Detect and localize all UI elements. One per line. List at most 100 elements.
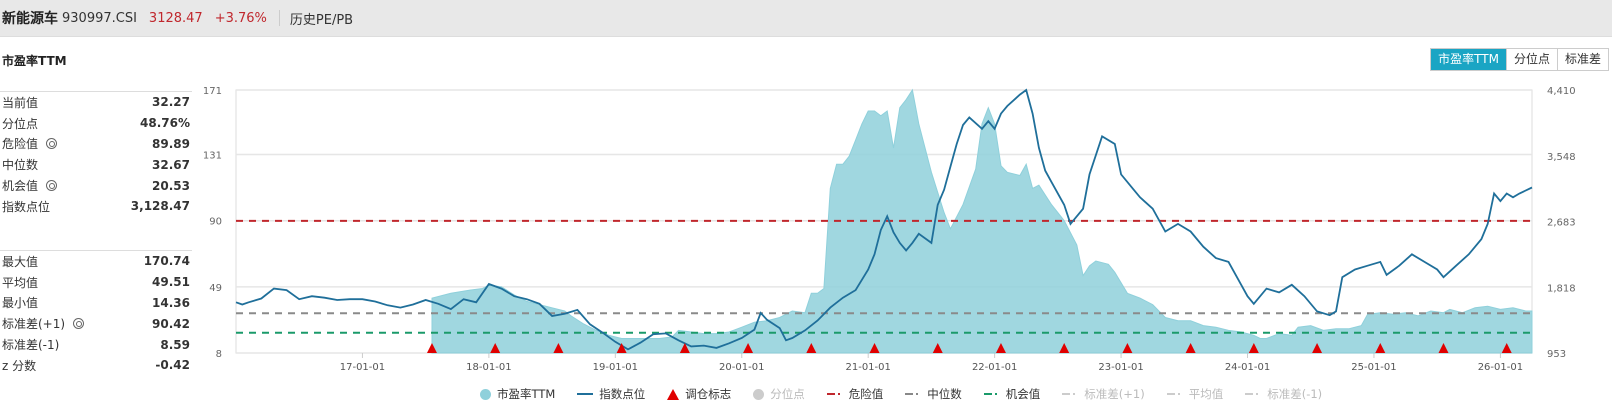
rebalance-marker[interactable] [1438,343,1449,353]
legend-label: 机会值 [1005,387,1041,401]
right-axis-tick: 953 [1547,349,1566,360]
index-price: 3128.47 [148,10,203,26]
gear-icon[interactable] [46,180,58,192]
tab-1[interactable]: 分位点 [1505,49,1557,70]
legend-item[interactable]: 危险值 [826,386,884,402]
legend-item[interactable]: 标准差(-1) [1245,386,1322,402]
legend-label: 分位点 [770,387,805,401]
left-axis-tick: 8 [216,349,222,360]
rebalance-marker[interactable] [995,343,1006,353]
rebalance-marker[interactable] [1375,343,1386,353]
legend-label: 平均值 [1188,387,1224,401]
legend-label: 标准差(-1) [1267,387,1323,401]
stat-row: 指数点位 3,128.47 [0,196,192,217]
stat-label: 中位数 [2,158,39,173]
stat-value: 89.89 [152,136,190,151]
stat-row: 最大值 170.74 [0,251,192,272]
stat-row: 中位数 32.67 [0,154,192,175]
legend-item[interactable]: 平均值 [1166,386,1224,402]
tab-2[interactable]: 标准差 [1556,49,1608,70]
stat-value: 170.74 [143,254,190,269]
stat-label: 指数点位 [2,199,51,214]
right-axis-tick: 1,818 [1547,283,1576,294]
x-axis-tick: 26-01-01 [1478,362,1523,373]
rebalance-marker[interactable] [616,343,627,353]
legend-item[interactable]: 调仓标志 [667,386,731,402]
divider [278,10,280,26]
stat-label: z 分数 [2,358,37,373]
legend-label: 调仓标志 [685,387,732,401]
top-bar: 新能源车 930997.CSI 3128.47 +3.76% 历史PE/PB [0,0,1612,37]
stat-value: 8.59 [160,337,190,352]
x-axis-tick: 20-01-01 [719,362,764,373]
stat-label: 机会值 [2,177,58,194]
rebalance-marker[interactable] [806,343,817,353]
stat-row: 平均值 49.51 [0,272,192,293]
rebalance-marker[interactable] [1059,343,1070,353]
history-pe-pb-link[interactable]: 历史PE/PB [289,12,354,28]
rebalance-marker[interactable] [426,343,437,353]
x-axis-tick: 18-01-01 [466,362,511,373]
stat-value: -0.42 [155,358,190,373]
legend-label: 市盈率TTM [497,387,556,401]
stat-value: 48.76% [140,116,190,131]
left-axis-tick: 90 [209,217,222,228]
rebalance-marker[interactable] [1501,343,1512,353]
stat-row: 危险值 89.89 [0,134,192,155]
dot-icon [480,388,491,400]
rebalance-marker[interactable] [1185,343,1196,353]
rebalance-marker[interactable] [743,343,754,353]
stat-row: 标准差(+1) 90.42 [0,313,192,334]
dash-line-icon [1166,393,1183,395]
right-axis-tick: 2,683 [1547,218,1576,229]
left-axis-tick: 49 [209,283,222,294]
rebalance-marker[interactable] [869,343,880,353]
x-axis-tick: 24-01-01 [1225,362,1270,373]
rebalance-marker[interactable] [490,343,501,353]
legend-label: 危险值 [848,387,884,401]
stat-value: 90.42 [152,316,190,331]
gear-icon[interactable] [46,138,58,150]
stat-row: 最小值 14.36 [0,293,192,314]
legend-item[interactable]: 分位点 [753,386,805,402]
stat-label: 最小值 [2,296,39,311]
x-axis-tick: 21-01-01 [845,362,890,373]
tab-0[interactable]: 市盈率TTM [1431,49,1506,70]
pe-chart[interactable]: 8 49 90 131 171 953 1,818 2,683 3,548 4,410 17-01-… [0,80,1612,380]
stat-value: 3,128.47 [130,199,190,214]
legend-item[interactable]: 指数点位 [577,386,645,402]
dash-line-icon [826,393,843,395]
legend-item[interactable]: 中位数 [905,386,962,402]
dash-line-icon [905,393,922,395]
x-axis-tick: 17-01-01 [340,362,385,373]
rebalance-marker[interactable] [932,343,943,353]
stat-value: 14.36 [152,295,190,310]
x-axis-tick: 22-01-01 [972,362,1017,373]
stat-label: 标准差(-1) [2,338,60,353]
stat-value: 49.51 [152,275,190,290]
x-axis-tick: 19-01-01 [593,362,638,373]
rebalance-marker[interactable] [553,343,564,353]
rebalance-marker[interactable] [1248,343,1259,353]
gear-icon[interactable] [73,318,85,330]
dash-line-icon [1245,393,1262,395]
legend-label: 标准差(+1) [1084,387,1145,401]
rebalance-marker[interactable] [1122,343,1133,353]
stat-value: 20.53 [152,178,190,193]
dash-line-icon [1062,393,1079,395]
legend-item[interactable]: 市盈率TTM [480,386,555,402]
legend-item[interactable]: 机会值 [983,386,1041,402]
section-title: 市盈率TTM [2,54,67,68]
line-icon [577,393,594,395]
left-axis-tick: 131 [203,151,222,162]
legend-label: 指数点位 [599,387,646,401]
rebalance-marker[interactable] [679,343,690,353]
stat-row: 分位点 48.76% [0,113,192,134]
legend-item[interactable]: 标准差(+1) [1062,386,1145,402]
left-axis-tick: 171 [203,86,222,97]
stat-label: 标准差(+1) [2,315,85,332]
rebalance-marker[interactable] [1312,343,1323,353]
dash-line-icon [983,393,1000,395]
right-axis-tick: 4,410 [1547,86,1576,97]
index-code: 930997.CSI [62,10,137,26]
